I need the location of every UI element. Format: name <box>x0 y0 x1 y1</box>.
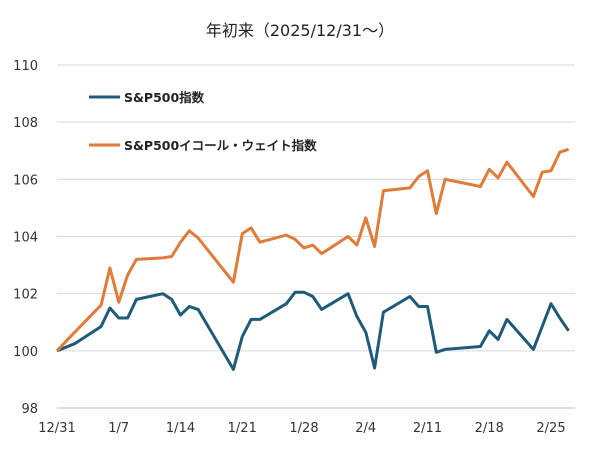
x-tick-label: 12/31 <box>38 421 75 436</box>
y-tick-label: 110 <box>13 59 38 74</box>
x-tick-label: 2/25 <box>536 421 565 436</box>
x-tick-label: 1/21 <box>228 421 257 436</box>
x-tick-label: 2/18 <box>475 421 504 436</box>
legend-label: S&P500イコール・ウェイト指数 <box>124 138 317 153</box>
x-axis: 12/31 1/7 1/14 1/21 1/28 2/4 2/11 2/18 2/25 <box>38 421 565 436</box>
x-tick-label: 2/11 <box>413 421 442 436</box>
x-tick-label: 1/28 <box>289 421 318 436</box>
x-tick-label: 1/7 <box>108 421 129 436</box>
gridlines <box>57 64 575 352</box>
legend: S&P500指数 S&P500イコール・ウェイト指数 <box>89 90 317 153</box>
y-tick-label: 104 <box>13 231 38 246</box>
series-line-1 <box>55 147 570 352</box>
x-tick-label: 2/4 <box>355 421 376 436</box>
x-tick-label: 1/14 <box>166 421 195 436</box>
y-tick-label: 100 <box>13 345 38 360</box>
chart-title: 年初来（2025/12/31～） <box>206 21 394 40</box>
y-tick-label: 102 <box>13 288 38 303</box>
legend-label: S&P500指数 <box>124 90 205 105</box>
y-axis: 98 100 102 104 106 108 110 <box>13 59 38 417</box>
y-tick-label: 98 <box>21 402 38 417</box>
series-lines <box>55 147 570 371</box>
series-line-0 <box>56 290 570 371</box>
y-tick-label: 108 <box>13 116 38 131</box>
y-tick-label: 106 <box>13 173 38 188</box>
